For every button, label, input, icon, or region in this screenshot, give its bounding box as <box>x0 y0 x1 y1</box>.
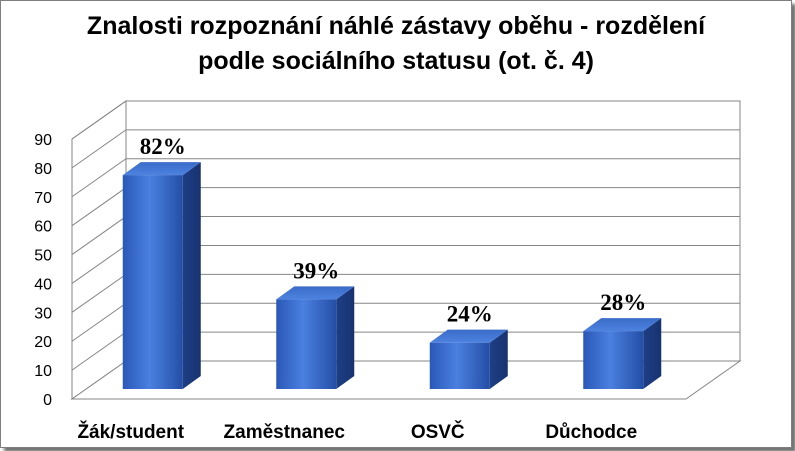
y-tick-label: 20 <box>34 334 52 351</box>
y-tick-label: 0 <box>43 392 52 409</box>
bar-top <box>122 162 201 176</box>
label-layer: 82% 39% 24% 28% <box>140 134 647 327</box>
bar-top <box>583 318 662 332</box>
gridline <box>71 158 740 198</box>
chart-title-line-1: Znalosti rozpoznání náhlé zástavy oběhu … <box>86 12 706 40</box>
floor <box>70 360 742 400</box>
bar-side <box>643 318 662 389</box>
bar-front <box>122 175 183 389</box>
gridline <box>71 100 740 140</box>
x-tick-label: Důchodce <box>545 422 637 443</box>
bar-side <box>336 286 355 389</box>
bar <box>429 329 508 389</box>
bar <box>276 286 355 389</box>
bar-top <box>429 329 508 343</box>
bar-side <box>182 162 201 389</box>
y-tick-label: 80 <box>34 161 52 178</box>
chart-title: Znalosti rozpoznání náhlé zástavy oběhu … <box>1 9 791 79</box>
bar-front <box>429 342 490 389</box>
y-tick-label: 60 <box>34 219 52 236</box>
bar-side <box>489 329 508 389</box>
gridline <box>71 129 740 169</box>
bar <box>122 162 201 389</box>
x-tick-label: OSVČ <box>411 421 465 443</box>
data-label: 24% <box>447 302 493 327</box>
chart-title-line-2: podle sociálního statusu (ot. č. 4) <box>198 47 594 75</box>
data-label: 82% <box>140 134 186 159</box>
bar-front <box>583 331 644 389</box>
y-tick-label: 70 <box>34 190 52 207</box>
x-tick-label: Žák/student <box>77 421 184 443</box>
y-tick-label: 40 <box>34 276 52 293</box>
data-label: 28% <box>600 290 646 315</box>
bar-top <box>276 286 355 300</box>
x-tick-label: Zaměstnanec <box>224 422 346 443</box>
data-label: 39% <box>293 258 339 283</box>
axis-layer: 0 10 20 30 40 50 60 70 80 90 Žák/student Zaměstnane… <box>34 132 637 443</box>
bar-layer <box>122 162 662 389</box>
side-wall <box>71 100 127 400</box>
y-tick-label: 10 <box>34 363 52 380</box>
y-tick-label: 30 <box>34 305 52 322</box>
bar <box>583 318 662 389</box>
y-tick-label: 50 <box>34 248 52 265</box>
y-tick-label: 90 <box>34 132 52 149</box>
bar-front <box>276 299 337 389</box>
